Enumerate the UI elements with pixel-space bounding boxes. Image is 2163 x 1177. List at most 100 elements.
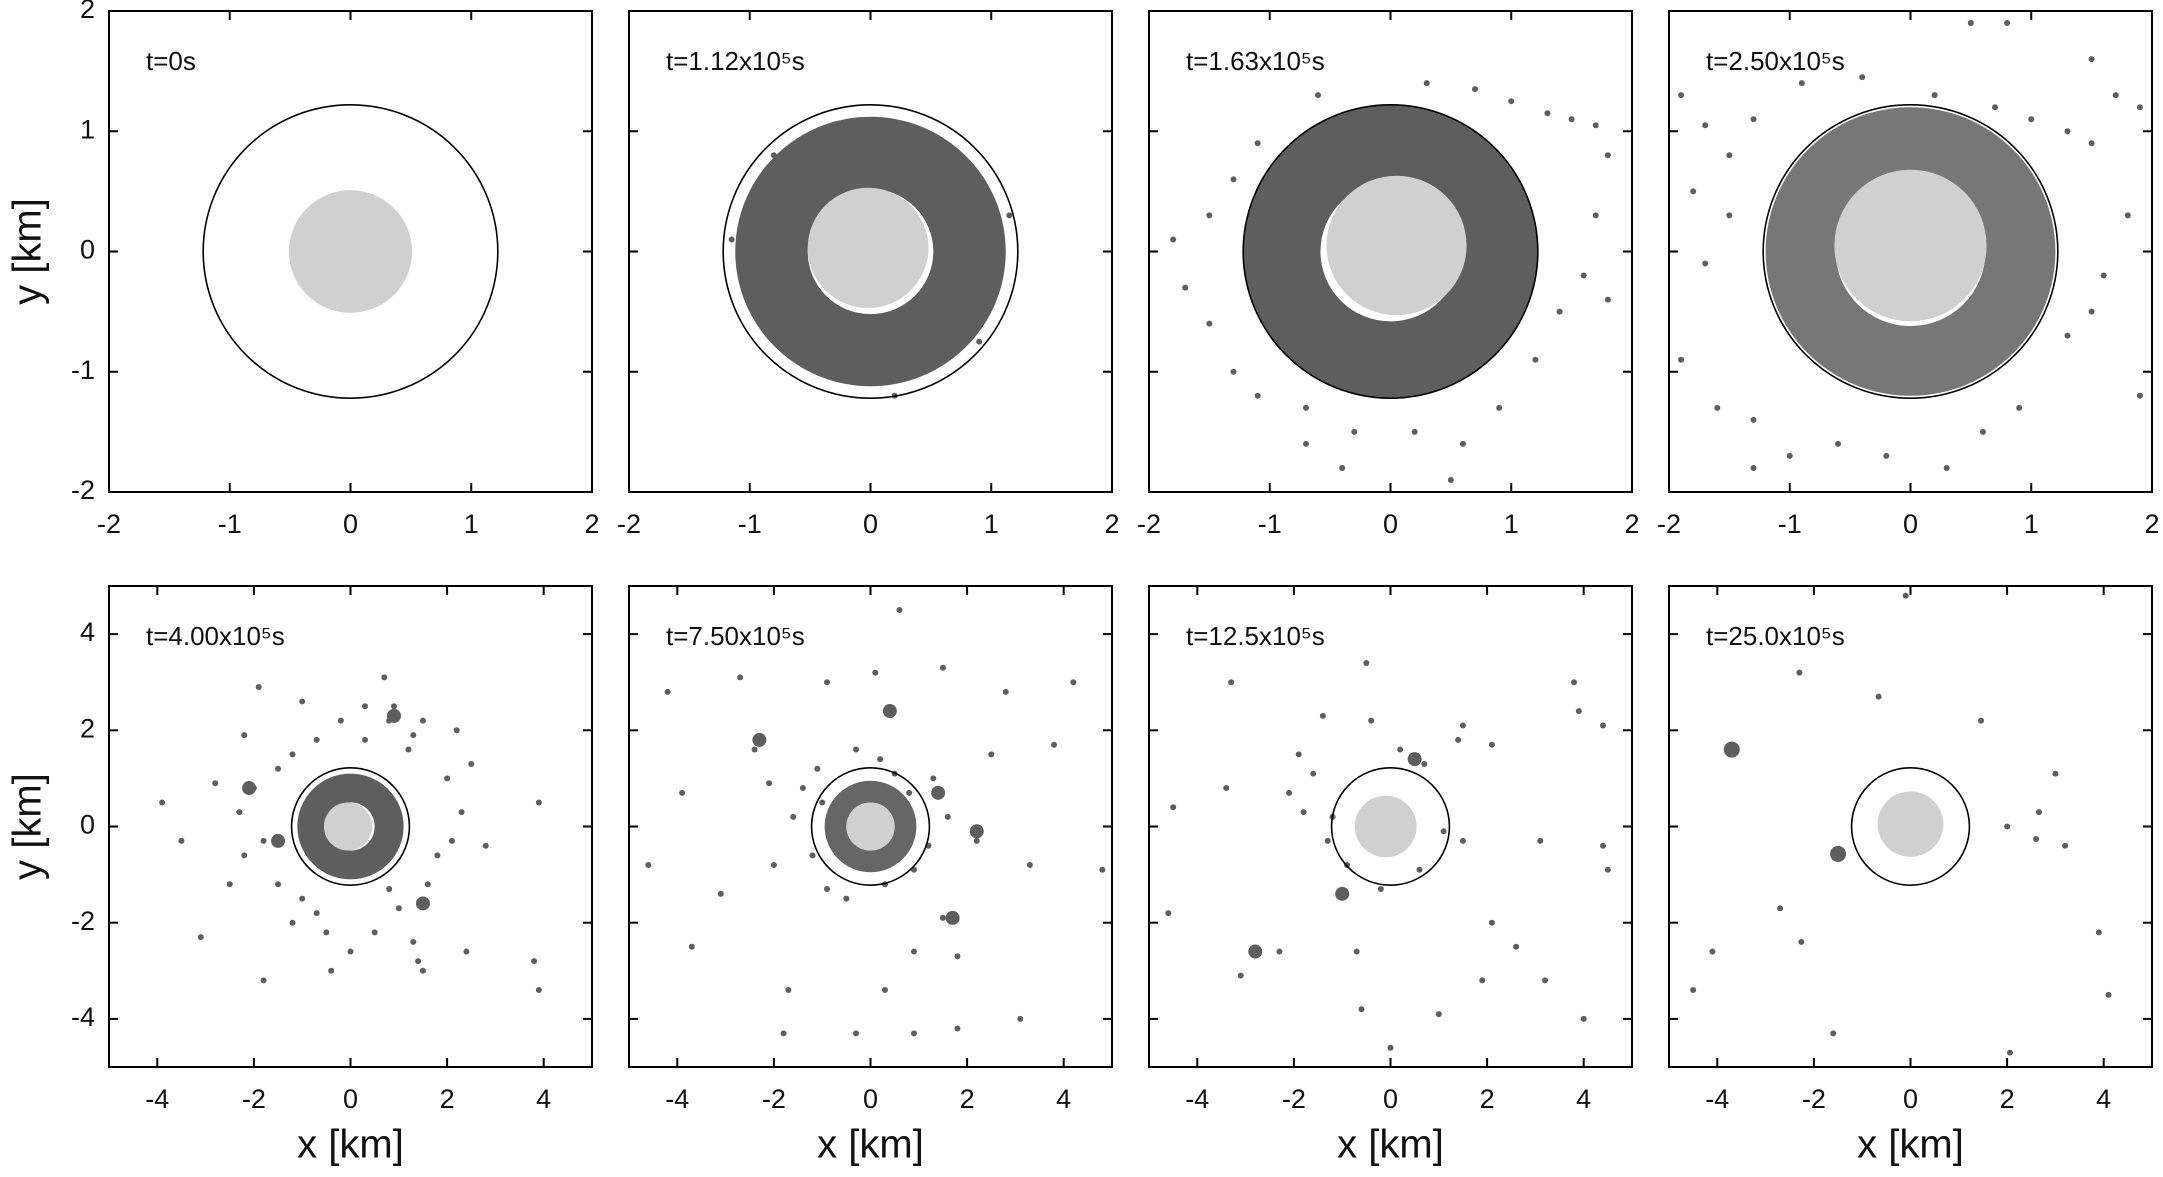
particle <box>1580 272 1587 279</box>
y-axis-label: y [km] <box>6 198 50 305</box>
particle <box>1604 296 1611 303</box>
particle <box>1223 785 1230 792</box>
particle <box>896 607 903 614</box>
particle <box>1542 977 1549 984</box>
particle <box>1600 842 1607 849</box>
particle <box>1435 1011 1442 1018</box>
central-body <box>1326 175 1467 316</box>
particle <box>853 1030 860 1037</box>
particle <box>1931 92 1938 99</box>
particle <box>1690 188 1697 195</box>
panel: -4 -2 0 2 4 t=25.0x10⁵s x [km] <box>1668 585 2153 1167</box>
particle <box>458 809 465 816</box>
x-tick-label: 0 <box>863 1084 878 1114</box>
particle <box>1455 736 1462 743</box>
particle <box>1397 746 1404 753</box>
particle <box>415 958 422 965</box>
particle <box>1295 751 1302 758</box>
particle <box>260 837 267 844</box>
particle <box>1006 212 1013 219</box>
x-tick-label: -2 <box>1137 509 1161 539</box>
x-tick-label: -2 <box>1802 1084 1826 1114</box>
x-tick-label: 0 <box>1903 509 1918 539</box>
y-tick-label: 4 <box>80 617 95 647</box>
particle <box>1777 905 1784 912</box>
x-tick-label: 0 <box>343 509 358 539</box>
particle <box>313 736 320 743</box>
particle <box>323 929 330 936</box>
particle <box>531 958 538 965</box>
particle <box>415 896 430 911</box>
time-label: t=12.5x10⁵s <box>1186 621 1325 651</box>
particle <box>785 987 792 994</box>
panel: -4 -2 0 2 4 t=12.5x10⁵s x [km] <box>1148 585 1633 1167</box>
x-tick-label: -4 <box>1705 1084 1729 1114</box>
time-label: t=1.63x10⁵s <box>1186 46 1325 76</box>
particle <box>790 813 797 820</box>
particle <box>910 1030 917 1037</box>
particle <box>271 833 286 848</box>
x-tick-label: -4 <box>145 1084 169 1114</box>
x-tick-label: 0 <box>1383 509 1398 539</box>
time-label: t=1.12x10⁵s <box>666 46 805 76</box>
particle <box>872 669 879 676</box>
particle <box>197 934 204 941</box>
x-tick-label: -2 <box>1282 1084 1306 1114</box>
particle <box>328 967 335 974</box>
particle <box>1070 679 1077 686</box>
particle <box>1416 866 1423 873</box>
particle <box>1368 717 1375 724</box>
particle <box>381 674 388 681</box>
particle <box>1319 712 1326 719</box>
particle <box>1702 122 1709 129</box>
particle <box>824 679 831 686</box>
particle <box>386 886 393 893</box>
particle <box>1592 212 1599 219</box>
particle <box>410 732 417 739</box>
particle <box>1276 948 1283 955</box>
particle <box>1459 440 1466 447</box>
particle <box>1440 828 1447 835</box>
particle <box>2064 128 2071 135</box>
central-body <box>807 187 929 309</box>
x-tick-label: 0 <box>1903 1084 1918 1114</box>
particle <box>1310 770 1317 777</box>
x-tick-label: 1 <box>464 509 479 539</box>
particle <box>1206 320 1213 327</box>
x-tick-label: -1 <box>1778 509 1802 539</box>
plot-area <box>1678 20 2143 471</box>
particle <box>664 688 671 695</box>
particle <box>1786 452 1793 459</box>
y-tick-label: -2 <box>71 906 95 936</box>
particle <box>1796 669 1803 676</box>
x-tick-label: 1 <box>1504 509 1519 539</box>
y-tick-label: -1 <box>71 355 95 385</box>
particle <box>1714 404 1721 411</box>
particle <box>1479 977 1486 984</box>
particle <box>882 704 897 719</box>
particle <box>2088 140 2095 147</box>
particle <box>2112 92 2119 99</box>
particle <box>1447 476 1454 483</box>
particle <box>1026 861 1033 868</box>
particle <box>419 967 426 974</box>
particle <box>930 775 937 782</box>
particle <box>1230 176 1237 183</box>
particle <box>973 837 980 844</box>
panel: -2 -1 0 1 2 t=1.12x10⁵s <box>617 10 1120 539</box>
particle <box>1459 837 1466 844</box>
roche-circle <box>202 103 499 400</box>
particle <box>1228 679 1235 686</box>
particle <box>236 809 243 816</box>
particle <box>645 861 652 868</box>
particle <box>1302 404 1309 411</box>
particle <box>241 852 248 859</box>
particle <box>241 732 248 739</box>
central-body <box>1354 795 1417 858</box>
x-tick-label: -2 <box>762 1084 786 1114</box>
particle <box>843 895 850 902</box>
particle <box>1798 938 1805 945</box>
particle <box>1286 789 1293 796</box>
particle <box>1943 464 1950 471</box>
